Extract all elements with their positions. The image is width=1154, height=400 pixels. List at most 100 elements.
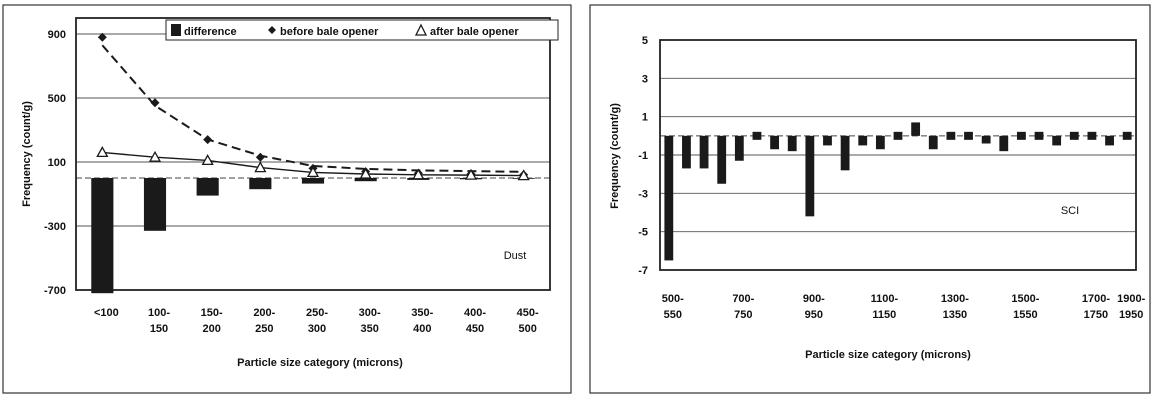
bar-sci xyxy=(928,135,938,150)
bar-sci xyxy=(1017,131,1026,140)
chart-outer-frame xyxy=(589,4,1151,394)
x-tick-label: 950 xyxy=(805,309,823,321)
x-tick-label: 250 xyxy=(255,323,273,335)
x-tick-label: 900- xyxy=(803,293,825,305)
x-tick-label: 1100- xyxy=(871,293,899,305)
bar-sci xyxy=(875,135,885,150)
marker-before xyxy=(255,152,265,162)
bar-sci xyxy=(1105,135,1114,146)
plot-area xyxy=(659,39,1137,271)
bar-sci xyxy=(1069,131,1079,140)
x-tick-label: 350 xyxy=(360,323,378,335)
sci-chart-panel: 5 3 1 -1 -3 -5 -7 500- 550 700- 750 900- 950 1100- 115… xyxy=(588,0,1154,400)
y-tick-label: -700 xyxy=(44,285,66,297)
marker-after xyxy=(96,146,109,158)
x-tick-label: 1700- xyxy=(1082,293,1110,305)
trendline-before xyxy=(101,44,524,173)
marker-after xyxy=(412,168,425,180)
bar-difference xyxy=(91,178,114,294)
bar-sci xyxy=(981,135,991,144)
legend-swatch-after xyxy=(414,23,428,36)
x-tick-label: 350- xyxy=(411,307,433,319)
bar-sci xyxy=(1087,131,1097,140)
dust-chart-panel: 900 500 100 -300 -700 <100 100- 150 150- 200 200- 2… xyxy=(0,0,576,400)
y-tick-label: -1 xyxy=(638,150,648,162)
y-tick-label: -300 xyxy=(44,221,66,233)
bar-sci xyxy=(1052,135,1062,146)
bar-sci xyxy=(664,135,674,261)
bar-sci xyxy=(999,135,1009,152)
legend-label-after: after bale opener xyxy=(430,26,519,38)
y-tick-label: -7 xyxy=(638,265,648,277)
bar-sci xyxy=(717,135,727,184)
bar-sci xyxy=(752,131,762,140)
x-tick-label: 1300- xyxy=(941,293,969,305)
legend: difference before bale opener after bale o… xyxy=(165,19,559,41)
marker-before xyxy=(150,98,160,108)
bar-sci xyxy=(823,135,832,146)
bar-sci xyxy=(805,135,815,217)
x-tick-label: 1500- xyxy=(1011,293,1039,305)
x-tick-label: 400 xyxy=(413,323,431,335)
legend-label-before: before bale opener xyxy=(280,26,379,38)
bar-sci xyxy=(787,135,797,152)
x-tick-label: 500- xyxy=(662,293,684,305)
x-tick-label: 300 xyxy=(308,323,326,335)
bar-difference xyxy=(249,178,272,190)
bar-difference xyxy=(301,178,325,184)
marker-before xyxy=(97,32,107,42)
x-tick-label: 550 xyxy=(664,309,682,321)
x-axis-title: Particle size category (microns) xyxy=(237,357,403,369)
y-tick-label: 500 xyxy=(48,93,66,105)
legend-swatch-before xyxy=(268,26,276,34)
bar-sci xyxy=(1122,131,1132,140)
bar-sci xyxy=(734,135,744,161)
x-tick-label: 150- xyxy=(201,307,223,319)
chart-outer-frame xyxy=(2,4,572,394)
legend-box xyxy=(165,19,559,41)
bar-sci xyxy=(1034,131,1044,140)
x-tick-label: 200 xyxy=(202,323,220,335)
y-tick-label: 100 xyxy=(48,157,66,169)
legend-swatch-difference xyxy=(171,24,181,36)
x-axis-title: Particle size category (microns) xyxy=(805,349,971,361)
x-tick-label: 1550 xyxy=(1013,309,1037,321)
x-tick-label: 400- xyxy=(464,307,486,319)
x-tick-label: 750 xyxy=(734,309,752,321)
bar-sci xyxy=(858,135,868,146)
y-tick-label: 900 xyxy=(48,29,66,41)
bar-sci xyxy=(840,135,850,171)
marker-after xyxy=(201,154,214,166)
y-tick-label: -3 xyxy=(638,188,648,200)
marker-after xyxy=(517,169,530,181)
marker-after xyxy=(148,150,162,162)
x-tick-label: 1950 xyxy=(1119,309,1143,321)
chart-annotation: Dust xyxy=(504,250,527,262)
bar-sci xyxy=(911,122,921,136)
bar-sci xyxy=(770,135,779,150)
y-tick-label: -5 xyxy=(638,227,648,239)
x-tick-label: 100- xyxy=(148,307,170,319)
x-tick-label: 500 xyxy=(518,323,536,335)
marker-after xyxy=(254,161,267,173)
bar-sci xyxy=(682,135,691,169)
bar-sci xyxy=(699,135,709,169)
bar-difference xyxy=(143,178,167,231)
y-tick-label: 3 xyxy=(642,73,648,85)
x-tick-label: 250- xyxy=(306,307,328,319)
bar-sci xyxy=(946,131,956,140)
x-tick-label: 150 xyxy=(150,323,168,335)
sci-chart-svg: 5 3 1 -1 -3 -5 -7 500- 550 700- 750 900- 950 1100- 115… xyxy=(589,4,1151,394)
bar-sci xyxy=(893,131,903,140)
x-tick-label: <100 xyxy=(94,307,119,319)
x-tick-label: 700- xyxy=(732,293,754,305)
marker-after xyxy=(306,166,320,178)
bar-difference xyxy=(196,178,219,196)
marker-after xyxy=(359,167,372,179)
x-tick-label: 450 xyxy=(466,323,484,335)
y-tick-label: 5 xyxy=(642,35,648,47)
y-axis-title: Frequency (count/g) xyxy=(21,101,33,207)
y-axis-title: Frequency (count/g) xyxy=(609,103,621,209)
x-tick-label: 200- xyxy=(253,307,275,319)
x-tick-label: 1900- xyxy=(1117,293,1145,305)
